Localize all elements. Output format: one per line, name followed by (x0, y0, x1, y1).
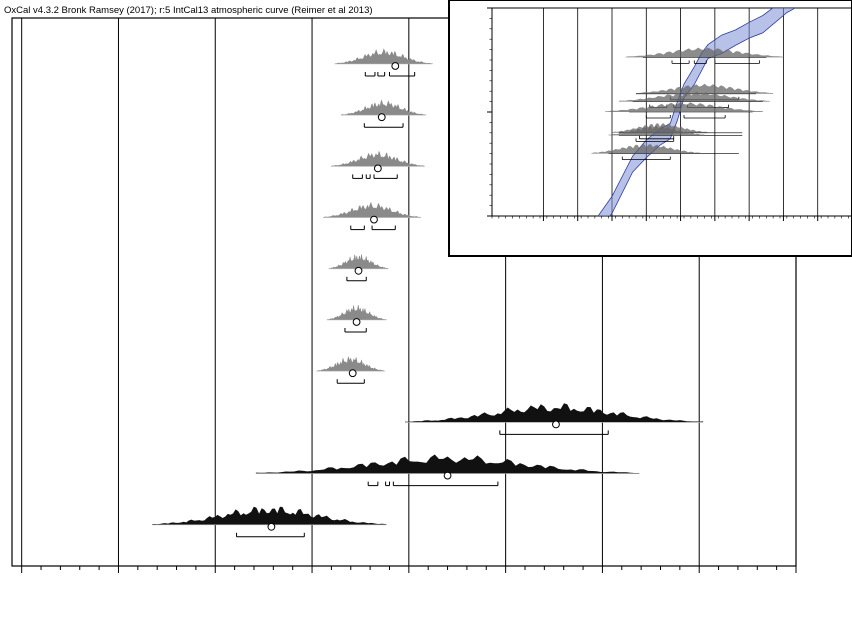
mean-marker (348, 369, 357, 378)
main-plot (11, 17, 797, 573)
inset-date (605, 102, 763, 119)
inset-distribution (605, 102, 763, 112)
date-row (316, 356, 385, 384)
probability-distribution (328, 254, 389, 269)
range-bracket (385, 481, 390, 487)
range-bracket (377, 72, 386, 77)
date-row (404, 403, 704, 435)
mean-marker (370, 215, 378, 224)
date-row (152, 506, 387, 538)
probability-distribution (405, 403, 704, 423)
probability-distribution (331, 150, 425, 167)
probability-distribution (316, 356, 385, 372)
inset-distribution (636, 83, 774, 94)
range-bracket (350, 225, 365, 231)
inset-plot-area (591, 8, 796, 216)
range-bracket (367, 481, 379, 487)
probability-distribution (152, 506, 387, 525)
oxcal-header: OxCal v4.3.2 Bronk Ramsey (2017); r:5 In… (4, 5, 373, 16)
date-row (331, 150, 425, 179)
range-bracket (236, 532, 305, 538)
range-bracket (352, 174, 363, 179)
date-row (334, 48, 433, 77)
probability-distribution (323, 201, 421, 218)
probability-distribution (341, 99, 427, 116)
mean-marker (443, 471, 452, 480)
mean-marker (373, 164, 382, 173)
calibration-inset (448, 0, 852, 257)
mean-marker (354, 266, 363, 275)
mean-marker (352, 318, 361, 326)
inset-date (608, 125, 743, 142)
range-bracket (371, 225, 396, 231)
inset-date (625, 47, 784, 64)
range-bracket (373, 174, 398, 179)
range-bracket (346, 276, 367, 282)
range-bracket (363, 123, 404, 128)
date-row (255, 454, 640, 487)
date-row (323, 201, 422, 231)
inset-distribution (591, 144, 702, 154)
date-row (328, 254, 389, 282)
range-bracket (392, 481, 499, 487)
date-row (341, 99, 427, 128)
range-bracket (388, 72, 416, 77)
inset-distribution (618, 91, 770, 102)
mean-marker (391, 62, 400, 70)
range-bracket (365, 174, 371, 179)
inset-date (591, 144, 739, 161)
probability-distribution (334, 48, 433, 64)
range-bracket (499, 430, 609, 435)
probability-distribution (326, 305, 387, 320)
inset-distribution (608, 125, 705, 136)
probability-distribution (255, 454, 640, 474)
range-bracket (364, 72, 376, 77)
mean-marker (267, 522, 276, 531)
date-row (326, 305, 387, 333)
mean-marker (377, 113, 386, 122)
plot-frame (11, 17, 797, 567)
inset-distribution (625, 47, 784, 58)
range-bracket (344, 328, 367, 333)
mean-marker (552, 420, 560, 429)
range-bracket (336, 379, 365, 384)
